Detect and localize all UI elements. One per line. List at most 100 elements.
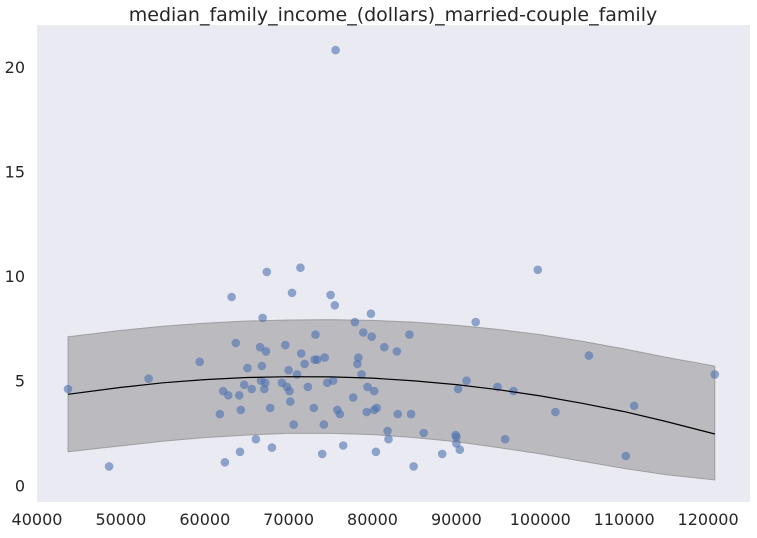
data-point: [372, 403, 382, 413]
data-point: [317, 449, 327, 459]
data-point: [471, 317, 481, 327]
data-point: [258, 313, 267, 323]
data-point: [243, 363, 252, 373]
confidence-band: [67, 319, 716, 481]
x-tick-label: 120000: [678, 510, 739, 529]
points-layer: [63, 45, 720, 471]
data-point: [220, 458, 230, 467]
data-point: [455, 445, 465, 455]
data-point: [371, 447, 381, 457]
data-point: [309, 403, 319, 413]
data-point: [285, 386, 294, 396]
data-point: [287, 288, 297, 298]
data-point: [234, 391, 244, 400]
data-point: [419, 428, 429, 438]
data-point: [710, 370, 720, 379]
fit-line: [67, 376, 715, 435]
data-point: [453, 384, 463, 394]
data-point: [251, 434, 261, 444]
data-point: [215, 409, 225, 419]
data-point: [584, 351, 594, 360]
data-point: [359, 328, 368, 337]
data-point: [231, 338, 241, 348]
data-point: [384, 434, 393, 444]
data-point: [335, 409, 345, 419]
data-point: [267, 443, 277, 452]
data-point: [392, 347, 402, 356]
data-point: [354, 353, 363, 362]
data-point: [286, 397, 295, 406]
data-point: [331, 45, 340, 55]
data-point: [311, 330, 320, 339]
x-tick-label: 40000: [12, 510, 63, 529]
data-point: [104, 462, 114, 471]
data-point: [284, 365, 293, 375]
data-point: [405, 330, 414, 339]
x-tick-label: 50000: [95, 510, 146, 529]
data-point: [303, 382, 313, 392]
data-point: [367, 332, 377, 342]
data-point: [289, 420, 299, 429]
data-point: [319, 420, 329, 429]
data-point: [363, 382, 372, 392]
data-point: [452, 432, 461, 442]
confidence-band-layer: [67, 319, 716, 481]
y-tick-label: 20: [5, 58, 25, 77]
x-tick-label: 80000: [347, 510, 398, 529]
data-point: [227, 292, 236, 302]
data-point: [629, 401, 639, 411]
data-point: [260, 378, 270, 388]
y-tick-labels: 0 5 10 15 20: [5, 58, 25, 495]
data-point: [328, 376, 338, 386]
data-point: [235, 447, 245, 457]
data-point: [533, 265, 543, 275]
data-point: [437, 449, 447, 459]
data-point: [409, 462, 418, 471]
fit-line-layer: [67, 376, 715, 435]
data-point: [236, 405, 246, 415]
data-point: [462, 376, 471, 386]
data-point: [393, 409, 403, 419]
data-point: [300, 359, 309, 369]
data-point: [247, 384, 256, 394]
data-point: [292, 370, 302, 379]
x-tick-label: 110000: [594, 510, 655, 529]
data-point: [296, 349, 306, 358]
data-point: [281, 340, 290, 350]
data-point: [338, 441, 348, 450]
y-tick-label: 10: [5, 267, 25, 286]
data-point: [348, 393, 358, 402]
x-tick-label: 70000: [263, 510, 314, 529]
data-point: [296, 263, 305, 273]
data-point: [320, 353, 330, 362]
data-point: [509, 386, 518, 396]
x-tick-labels: 40000 50000 60000 70000 80000 90000 100000 1100…: [12, 510, 739, 529]
data-point: [261, 347, 271, 356]
data-point: [224, 391, 233, 400]
chart-background: [37, 25, 750, 502]
data-point: [350, 317, 360, 327]
data-point: [551, 407, 560, 417]
data-point: [239, 380, 249, 390]
data-point: [380, 342, 389, 352]
data-point: [406, 409, 416, 419]
data-point: [357, 370, 366, 379]
y-tick-label: 0: [15, 476, 25, 495]
data-point: [262, 267, 272, 277]
data-point: [265, 403, 275, 413]
data-point: [326, 290, 335, 300]
x-tick-label: 60000: [179, 510, 230, 529]
chart-title: median_family_income_(dollars)_married-c…: [129, 4, 657, 26]
data-point: [383, 426, 392, 436]
data-point: [330, 301, 340, 310]
y-tick-label: 15: [5, 162, 25, 181]
data-point: [500, 434, 510, 444]
data-point: [366, 309, 376, 319]
x-tick-label: 90000: [431, 510, 482, 529]
data-point: [353, 359, 362, 369]
data-point: [312, 355, 322, 365]
data-point: [144, 374, 153, 383]
data-point: [452, 439, 461, 448]
data-point: [369, 386, 379, 396]
